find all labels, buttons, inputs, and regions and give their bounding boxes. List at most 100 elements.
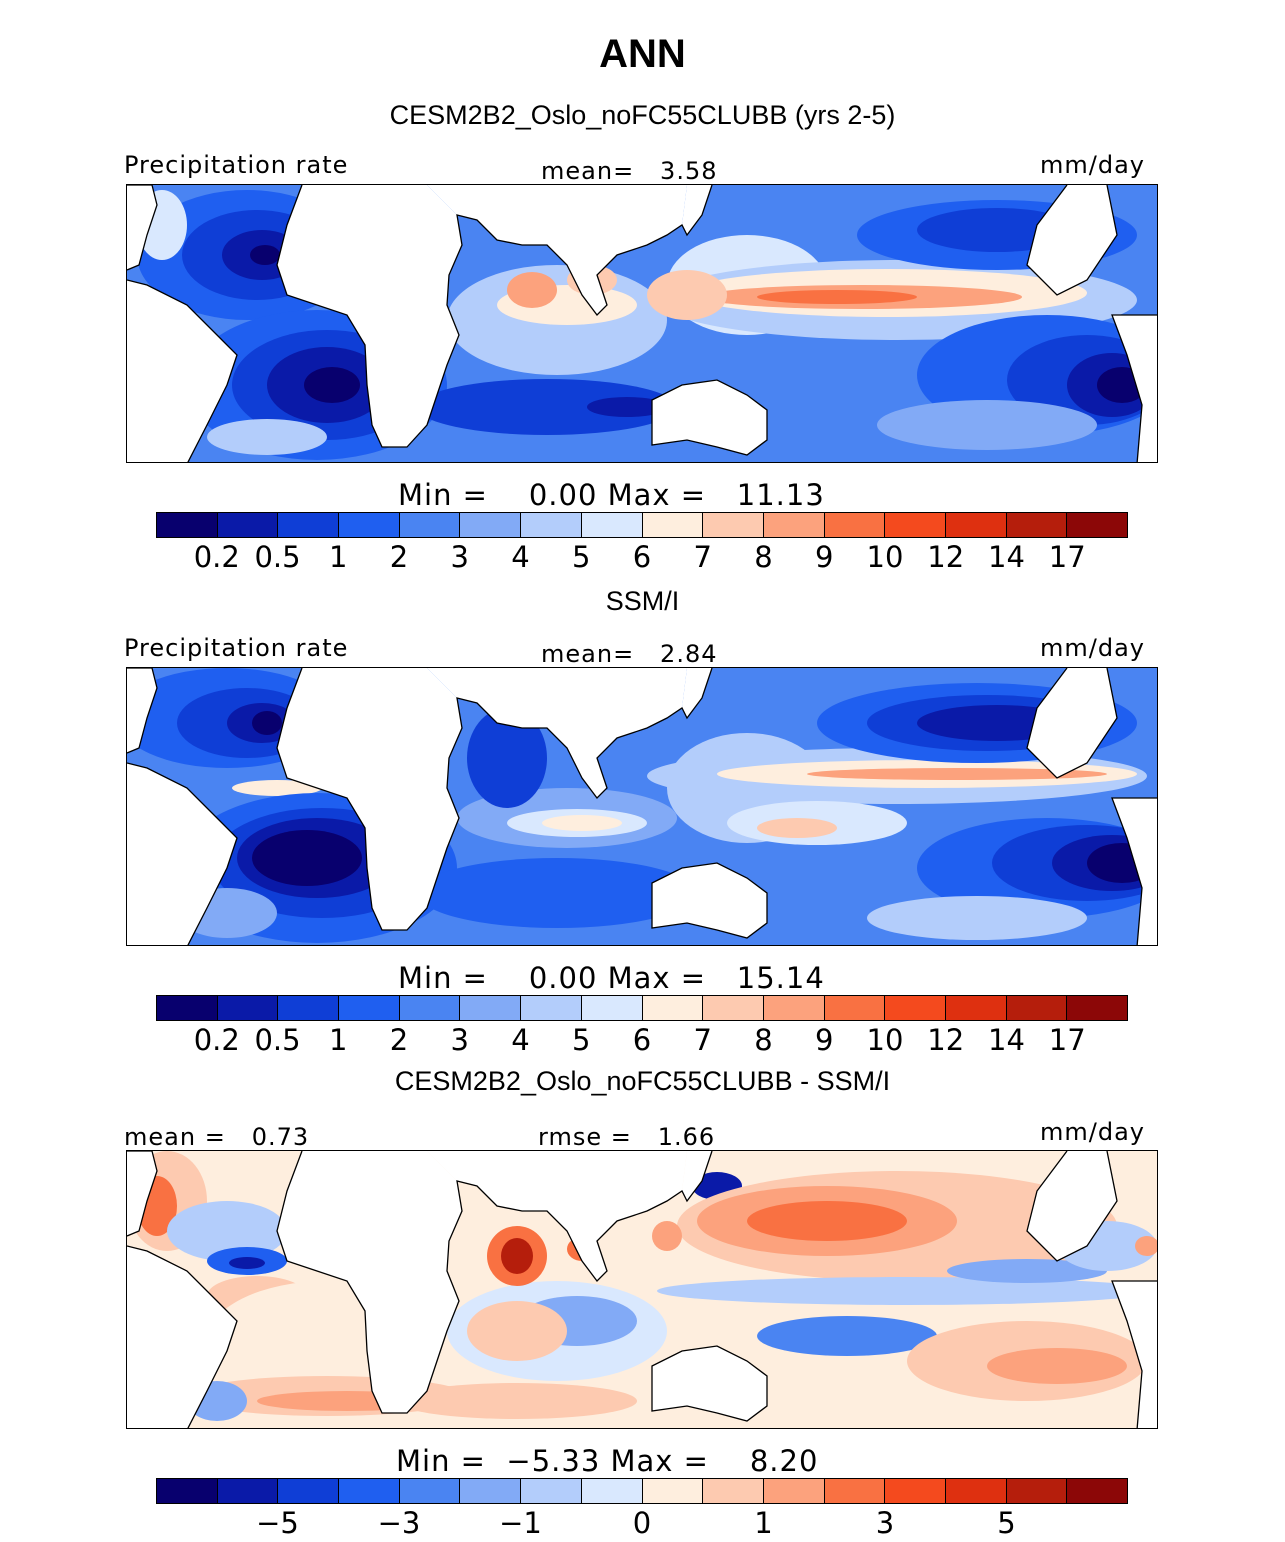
colorbar-tick-label: 3 (875, 1506, 895, 1540)
colorbar-tick-label: −3 (377, 1506, 421, 1540)
panel-3-minmax: Min = −5.33 Max = 8.20 (396, 1444, 819, 1478)
panel-3-rmse-label: rmse = 1.66 (538, 1123, 716, 1151)
panel-2-minmax: Min = 0.00 Max = 15.14 (398, 961, 825, 995)
colorbar-tick-label: 8 (754, 540, 773, 574)
colorbar-segment (642, 996, 704, 1020)
colorbar-tick-label: 9 (815, 1023, 834, 1057)
panel-3-mean-label: mean = 0.73 (124, 1123, 310, 1151)
colorbar-segment (945, 1479, 1007, 1503)
colorbar-tick-label: 5 (572, 1023, 591, 1057)
colorbar-tick-label: 2 (389, 540, 409, 574)
colorbar-segment (339, 1479, 400, 1503)
colorbar-segment (1067, 1479, 1127, 1503)
colorbar-segment (703, 1479, 764, 1503)
panel-1-colorbar-ticks: 0.2 0.5 1 2 3 4 5 6 7 8 9 10 12 14 17 (0, 540, 1285, 576)
colorbar-segment (581, 1479, 643, 1503)
panel-2-mean-label: mean= 2.84 (541, 640, 718, 668)
panel-1-colorbar (156, 512, 1128, 538)
panel-2-subtitle: SSM/I (605, 586, 680, 616)
colorbar-tick-label: 0.5 (254, 1023, 301, 1057)
colorbar-segment (460, 996, 522, 1020)
colorbar-segment (885, 996, 946, 1020)
colorbar-tick-label: 3 (450, 1023, 469, 1057)
colorbar-tick-label: 10 (866, 540, 904, 574)
colorbar-tick-label: 3 (450, 540, 469, 574)
colorbar-segment (157, 1479, 218, 1503)
colorbar-tick-label: 6 (632, 540, 652, 574)
colorbar-segment (217, 513, 279, 537)
colorbar-segment (1006, 513, 1068, 537)
colorbar-tick-label: 10 (866, 1023, 904, 1057)
colorbar-segment (824, 1479, 886, 1503)
colorbar-tick-label: 17 (1048, 1023, 1086, 1057)
colorbar-tick-label: 1 (754, 1506, 773, 1540)
colorbar-segment (824, 513, 886, 537)
colorbar-segment (521, 996, 582, 1020)
colorbar-tick-label: −1 (499, 1506, 542, 1540)
colorbar-tick-label: 0.2 (193, 540, 240, 574)
colorbar-tick-label: 7 (693, 540, 712, 574)
colorbar-segment (763, 1479, 825, 1503)
colorbar-segment (399, 1479, 461, 1503)
colorbar-segment (157, 513, 218, 537)
panel-1-map (126, 184, 1158, 463)
colorbar-tick-label: 17 (1048, 540, 1086, 574)
colorbar-tick-label: 6 (632, 1023, 652, 1057)
colorbar-segment (642, 1479, 704, 1503)
colorbar-tick-label: 14 (988, 540, 1025, 574)
panel-3-map (126, 1150, 1158, 1429)
panel-1-minmax: Min = 0.00 Max = 11.13 (398, 478, 825, 512)
colorbar-segment (157, 996, 218, 1020)
panel-3-colorbar (156, 1478, 1128, 1504)
colorbar-tick-label: −5 (256, 1506, 299, 1540)
panel-2-colorbar (156, 995, 1128, 1021)
colorbar-segment (339, 996, 400, 1020)
colorbar-segment (521, 1479, 582, 1503)
colorbar-tick-label: 12 (927, 1023, 965, 1057)
panel-2-map-svg (127, 668, 1157, 945)
colorbar-segment (1067, 996, 1127, 1020)
colorbar-segment (945, 513, 1007, 537)
colorbar-tick-label: 0 (632, 1506, 652, 1540)
colorbar-segment (885, 1479, 946, 1503)
colorbar-tick-label: 1 (329, 540, 348, 574)
colorbar-tick-label: 5 (572, 540, 591, 574)
colorbar-segment (703, 996, 764, 1020)
colorbar-segment (278, 996, 340, 1020)
colorbar-segment (763, 513, 825, 537)
panel-1-map-svg (127, 185, 1157, 462)
colorbar-segment (217, 996, 279, 1020)
colorbar-tick-label: 1 (329, 1023, 348, 1057)
colorbar-tick-label: 2 (389, 1023, 409, 1057)
colorbar-segment (1006, 996, 1068, 1020)
colorbar-segment (278, 513, 340, 537)
colorbar-segment (703, 513, 764, 537)
colorbar-tick-label: 9 (815, 540, 834, 574)
panel-3-map-svg (127, 1151, 1157, 1428)
colorbar-segment (581, 996, 643, 1020)
colorbar-segment (460, 513, 522, 537)
colorbar-segment (1006, 1479, 1068, 1503)
colorbar-tick-label: 7 (693, 1023, 712, 1057)
colorbar-tick-label: 12 (927, 540, 965, 574)
colorbar-tick-label: 0.5 (254, 540, 301, 574)
panel-1-subtitle: CESM2B2_Oslo_noFC55CLUBB (yrs 2-5) (389, 100, 896, 130)
colorbar-segment (642, 513, 704, 537)
colorbar-segment (885, 513, 946, 537)
colorbar-segment (339, 513, 400, 537)
panel-2-variable-label: Precipitation rate (124, 634, 349, 662)
panel-3-subtitle: CESM2B2_Oslo_noFC55CLUBB - SSM/I (394, 1066, 891, 1096)
panel-2-colorbar-ticks: 0.2 0.5 1 2 3 4 5 6 7 8 9 10 12 14 17 (0, 1023, 1285, 1059)
colorbar-tick-label: 5 (997, 1506, 1016, 1540)
colorbar-segment (217, 1479, 279, 1503)
panel-2-map (126, 667, 1158, 946)
colorbar-segment (581, 513, 643, 537)
colorbar-tick-label: 14 (988, 1023, 1025, 1057)
colorbar-tick-label: 8 (754, 1023, 773, 1057)
panel-3-colorbar-ticks: −5 −3 −1 0 1 3 5 (0, 1506, 1285, 1542)
panel-2-units-label: mm/day (1040, 634, 1145, 662)
colorbar-segment (278, 1479, 340, 1503)
colorbar-tick-label: 4 (511, 540, 530, 574)
colorbar-segment (763, 996, 825, 1020)
colorbar-tick-label: 4 (511, 1023, 530, 1057)
